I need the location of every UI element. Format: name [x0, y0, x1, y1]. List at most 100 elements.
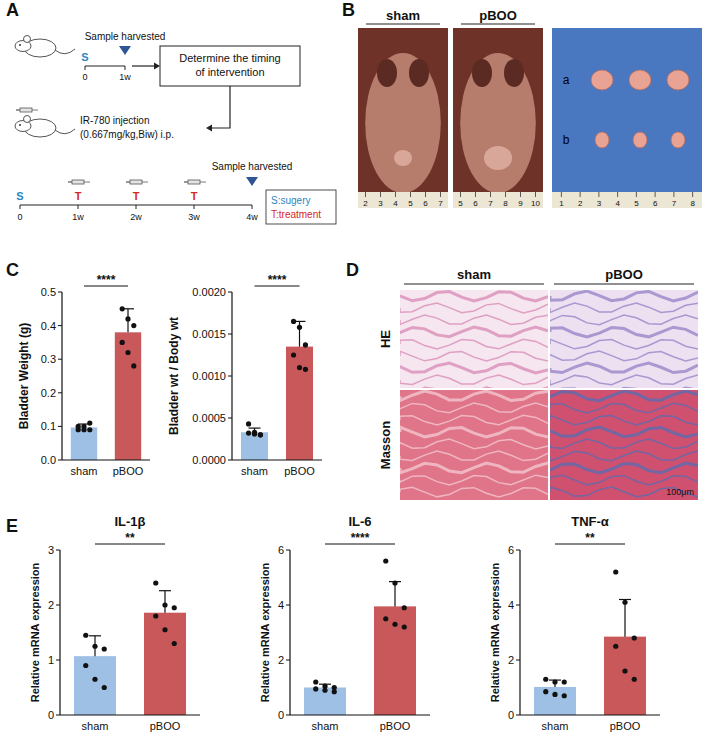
data-point — [291, 352, 296, 357]
tissue-fibre — [400, 475, 548, 485]
timeline-label: 1w — [72, 212, 84, 222]
y-axis — [59, 550, 60, 715]
micrograph — [400, 390, 548, 500]
data-point — [83, 633, 88, 638]
data-point — [613, 569, 618, 574]
timeline-tick — [20, 205, 21, 209]
label-rule — [554, 284, 694, 285]
y-tick-label: 0.0 — [41, 454, 56, 466]
data-point — [632, 635, 637, 640]
ruler-tick — [475, 192, 476, 197]
event-label: S — [16, 190, 23, 202]
bladder — [394, 150, 412, 166]
ruler-label: 7 — [672, 199, 677, 208]
tissue-fibre — [400, 463, 548, 473]
tissue-fibre — [400, 292, 548, 301]
ruler-label: 6 — [473, 199, 478, 208]
plot-marks — [74, 580, 186, 715]
data-point — [131, 363, 136, 368]
label-rule — [366, 24, 440, 25]
timeline-tick — [194, 205, 195, 209]
photo-tissue — [460, 53, 536, 193]
harvest-label: Sample harvested — [212, 161, 293, 172]
data-point — [162, 602, 167, 607]
ruler-label: 8 — [503, 199, 508, 208]
x-tick-label: sham — [241, 465, 268, 477]
panel-letter: B — [342, 0, 355, 20]
data-point — [332, 689, 337, 694]
x-tick-label: pBOO — [380, 720, 411, 732]
injection-label: (0.667mg/kg,Biw) i.p. — [80, 129, 174, 140]
ruler-label: 3 — [378, 199, 383, 208]
tissue-fibre — [550, 463, 698, 473]
y-tick-label: 0.0000 — [192, 454, 226, 466]
bar — [604, 637, 646, 715]
ruler-label: 8 — [690, 199, 695, 208]
ruler-label: 5 — [634, 199, 639, 208]
tissue-fibre — [400, 415, 548, 425]
ruler-tick — [365, 192, 366, 197]
timeline-tick — [125, 66, 126, 70]
bar — [534, 687, 576, 715]
row-label: a — [563, 73, 570, 87]
tissue-fibre — [550, 291, 698, 301]
bar — [374, 606, 416, 715]
x-axis — [520, 714, 660, 715]
ruler-label: 2 — [578, 199, 583, 208]
tissue-fibre — [550, 315, 698, 325]
micrograph-ground — [550, 290, 698, 388]
data-point — [92, 644, 97, 649]
bladder — [629, 70, 651, 90]
timeline-label: 4w — [246, 212, 258, 222]
ruler-label: 2 — [363, 199, 368, 208]
significance-label: **** — [268, 273, 287, 287]
data-point — [562, 679, 567, 684]
data-point — [120, 306, 125, 311]
label-rule — [404, 284, 544, 285]
y-tick-label: 0 — [278, 709, 284, 721]
decision-text: Determine the timingof intervention — [179, 52, 281, 78]
ruler-label: 4 — [393, 199, 398, 208]
data-point — [392, 622, 397, 627]
decision-box — [160, 46, 300, 86]
panel-letter: C — [6, 260, 19, 280]
ruler-tick — [380, 192, 381, 197]
ruler-label: 3 — [597, 199, 602, 208]
y-tick-label: 2 — [278, 654, 284, 666]
y-tick-label: 6 — [278, 544, 284, 556]
y-tick-label: 0 — [508, 709, 514, 721]
data-point — [313, 679, 318, 684]
tissue-fibre — [400, 451, 548, 461]
photo-label: sham — [386, 8, 420, 23]
bar — [144, 613, 186, 715]
data-point — [153, 580, 158, 585]
tissue-fibre — [550, 487, 698, 497]
ruler-label: 9 — [518, 199, 523, 208]
photo — [358, 28, 448, 208]
data-point — [562, 693, 567, 698]
y-axis-title: Bladder Weight (g) — [17, 323, 31, 429]
syringe-needle — [200, 182, 206, 183]
ruler — [552, 192, 702, 208]
y-tick-label: 0.4 — [41, 320, 56, 332]
tissue-fibre — [550, 351, 698, 361]
syringe-plunger — [184, 181, 188, 182]
timeline-label: 1w — [119, 72, 131, 82]
error-bar-stem — [164, 591, 165, 613]
syringe-icon — [68, 180, 90, 184]
harvest-label: Sample harvested — [85, 31, 166, 42]
tissue-fibre — [400, 439, 548, 449]
tissue-fibre — [400, 487, 548, 497]
data-point — [102, 646, 107, 651]
chart-title: TNF-α — [571, 514, 609, 529]
data-point — [543, 689, 548, 694]
ruler-tick — [598, 192, 599, 197]
timeline-tick — [85, 66, 86, 70]
row-label: b — [563, 133, 570, 147]
photo — [552, 28, 702, 208]
y-tick-label: 0.3 — [41, 353, 56, 365]
tissue-fibre — [550, 451, 698, 461]
significance-label: ** — [125, 531, 135, 545]
ruler-label: 4 — [615, 199, 620, 208]
ruler-tick — [535, 192, 536, 197]
